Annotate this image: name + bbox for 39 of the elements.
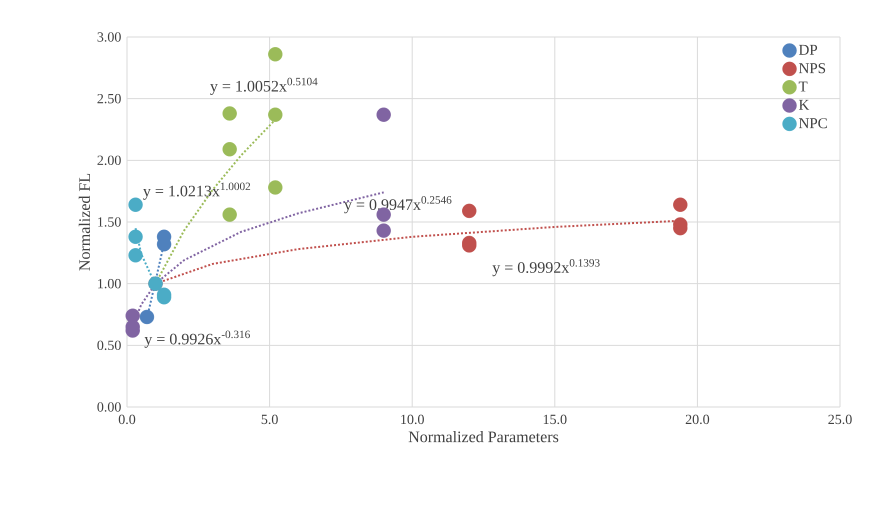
y-tick-label: 0.50 — [97, 340, 121, 350]
annotation: y = 0.9992x$^{0.1393}$ — [492, 259, 600, 276]
point — [222, 207, 237, 222]
annotation: y = 0.9926x$^{-0.316}$ — [144, 330, 250, 348]
point — [376, 223, 391, 238]
y-tick-label: 2.50 — [97, 94, 121, 104]
y-tick-label: 0.00 — [97, 402, 121, 412]
annotation: y = 0.9947x$^{0.2546}$ — [344, 196, 452, 214]
point — [673, 198, 688, 212]
y-axis-title: Normalized FL — [78, 174, 90, 271]
legend-label: K — [798, 100, 810, 110]
x-tick-label: 10.0 — [401, 414, 424, 424]
point — [128, 230, 143, 244]
x-tick-label: 15.0 — [544, 414, 567, 424]
point — [376, 108, 391, 122]
point — [222, 106, 237, 121]
x-tick-label: 25.0 — [828, 414, 852, 424]
y-tick-label: 2.00 — [97, 156, 121, 166]
point — [140, 310, 154, 324]
point — [222, 142, 237, 156]
point — [268, 108, 283, 122]
x-tick-label: 5.0 — [262, 414, 278, 424]
point — [128, 248, 143, 262]
y-tick-label: 1.00 — [98, 278, 121, 288]
annotation: y = 1.0052x$^{0.5104}$ — [210, 78, 318, 95]
legend-label: T — [798, 82, 808, 92]
point — [128, 198, 143, 212]
y-tick-label: 3.00 — [98, 32, 121, 42]
x-axis-title: Normalized Parameters — [408, 430, 558, 442]
x-tick-label: 0.0 — [118, 414, 136, 424]
legend-label: DP — [798, 44, 818, 55]
point — [268, 47, 283, 62]
point — [268, 180, 283, 195]
legend-label: NPS — [798, 63, 826, 74]
x-tick-label: 20.0 — [686, 414, 710, 424]
y-tick-label: 1.50 — [98, 217, 121, 227]
legend-label: NPC — [798, 118, 827, 128]
annotation: y = 1.0213x$^{1.0002}$ — [143, 182, 250, 200]
point — [462, 204, 476, 218]
